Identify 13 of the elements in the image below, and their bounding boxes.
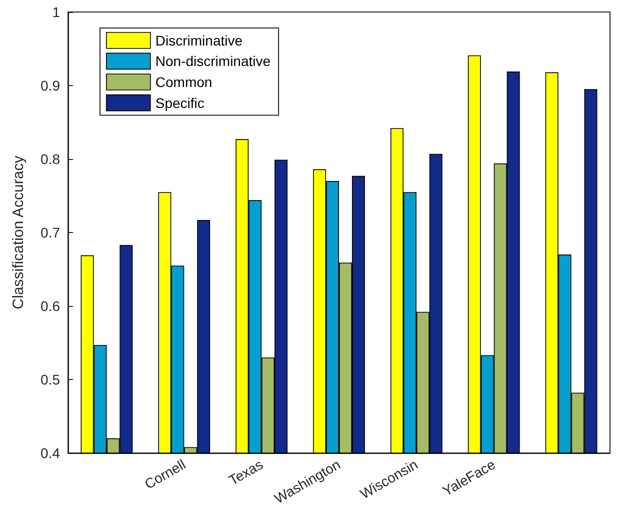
y-tick-label: 0.9 (40, 78, 60, 94)
y-tick-label: 0.7 (40, 224, 60, 240)
legend-label: Non-discriminative (155, 53, 271, 70)
y-tick-label: 0.6 (40, 298, 60, 314)
y-tick-label: 0.4 (40, 445, 60, 461)
legend-label: Common (155, 74, 212, 90)
y-tick-label: 0.8 (40, 151, 60, 167)
y-tick-label: 1 (52, 4, 60, 20)
y-tick-label: 0.5 (40, 372, 60, 388)
legend-label: Specific (155, 94, 204, 111)
y-axis-title: Classification Accuracy (10, 155, 27, 310)
legend-label: Discriminative (155, 32, 243, 48)
x-tick-label: Texas (226, 456, 266, 488)
